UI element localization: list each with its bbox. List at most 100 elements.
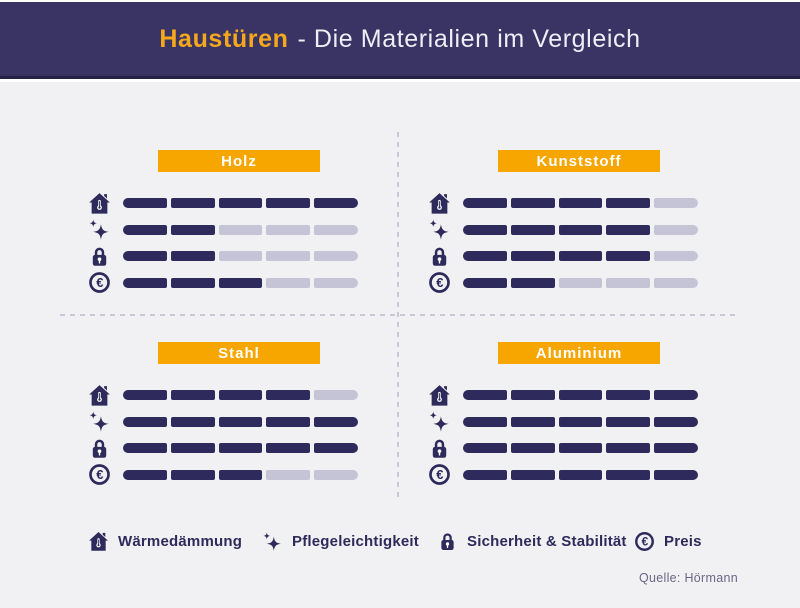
rating-bar-sicherheit [123, 443, 358, 454]
bar-segment [558, 469, 603, 480]
rating-bar-sicherheit [463, 251, 698, 262]
bar-segment [463, 390, 507, 401]
bar-segment [123, 277, 167, 288]
rating-bar-waermedaemmung [463, 198, 698, 209]
page-title: Haustüren - Die Materialien im Vergleich [159, 25, 640, 54]
bar-segment [463, 224, 507, 235]
rating-bar-waermedaemmung [463, 390, 698, 401]
bar-segment [123, 251, 167, 262]
header-banner: Haustüren - Die Materialien im Vergleich [0, 2, 800, 79]
divider-horizontal [60, 314, 738, 316]
bar-segment [558, 198, 603, 209]
rating-bar-pflegeleichtigkeit [463, 224, 698, 235]
rating-rows [88, 190, 360, 296]
rating-bar-preis [123, 469, 358, 480]
rating-bar-pflegeleichtigkeit [123, 416, 358, 427]
rating-row-waermedaemmung [88, 190, 360, 217]
bar-segment [123, 469, 167, 480]
material-label: Aluminium [498, 342, 660, 364]
rating-rows [428, 190, 700, 296]
bar-segment [558, 443, 603, 454]
bar-segment [654, 277, 698, 288]
bar-segment [654, 251, 698, 262]
rating-row-waermedaemmung [428, 382, 700, 409]
bar-segment [218, 251, 263, 262]
legend-label: Pflegeleichtigkeit [292, 532, 419, 550]
bar-segment [123, 390, 167, 401]
bar-segment [314, 224, 358, 235]
rating-row-sicherheit [428, 435, 700, 462]
quadrant-kunststoff: Kunststoff [428, 150, 700, 300]
content-area: Holz Kunststoff Stahl Aluminium Wärmedäm… [0, 82, 800, 608]
legend-item-pflegeleichtigkeit: Pflegeleichtigkeit [262, 528, 419, 554]
rating-row-pflegeleichtigkeit [428, 217, 700, 244]
material-name: Kunststoff [536, 152, 622, 170]
material-name: Stahl [218, 344, 260, 362]
bar-segment [218, 198, 263, 209]
bar-segment [218, 224, 263, 235]
sparkle-icon [428, 218, 451, 241]
material-label: Stahl [158, 342, 320, 364]
lock-icon [437, 531, 458, 552]
bar-segment [510, 277, 555, 288]
lock-icon [428, 245, 451, 268]
rating-bar-waermedaemmung [123, 390, 358, 401]
bar-segment [218, 390, 263, 401]
bar-segment [463, 251, 507, 262]
sparkle-icon [428, 410, 451, 433]
bar-segment [266, 277, 311, 288]
bar-segment [606, 251, 651, 262]
bar-segment [558, 224, 603, 235]
title-rest: - Die Materialien im Vergleich [297, 24, 641, 53]
bar-segment [606, 390, 651, 401]
bar-segment [218, 416, 263, 427]
bar-segment [123, 224, 167, 235]
bar-segment [558, 416, 603, 427]
lock-icon [428, 437, 451, 460]
sparkle-icon [88, 410, 111, 433]
rating-row-sicherheit [428, 243, 700, 270]
bar-segment [606, 469, 651, 480]
bar-segment [266, 224, 311, 235]
bar-segment [463, 198, 507, 209]
bar-segment [558, 251, 603, 262]
bar-segment [123, 198, 167, 209]
lock-icon [88, 437, 111, 460]
house-insulation-icon [428, 192, 451, 215]
legend-item-sicherheit: Sicherheit & Stabilität [437, 528, 627, 554]
rating-rows [428, 382, 700, 488]
bar-segment [170, 469, 215, 480]
bar-segment [266, 390, 311, 401]
bar-segment [606, 224, 651, 235]
bar-segment [266, 198, 311, 209]
bar-segment [266, 443, 311, 454]
bar-segment [314, 251, 358, 262]
euro-icon [634, 531, 655, 552]
bar-segment [170, 224, 215, 235]
rating-bar-preis [463, 469, 698, 480]
bar-segment [170, 416, 215, 427]
material-name: Aluminium [535, 344, 623, 362]
bar-segment [654, 469, 698, 480]
bar-segment [123, 443, 167, 454]
rating-row-waermedaemmung [88, 382, 360, 409]
bar-segment [266, 469, 311, 480]
bar-segment [463, 469, 507, 480]
rating-row-sicherheit [88, 243, 360, 270]
bar-segment [510, 198, 555, 209]
quadrant-holz: Holz [88, 150, 360, 300]
rating-bar-sicherheit [463, 443, 698, 454]
bar-segment [606, 443, 651, 454]
euro-icon [88, 271, 111, 294]
rating-row-preis [428, 270, 700, 297]
bar-segment [170, 251, 215, 262]
rating-row-waermedaemmung [428, 190, 700, 217]
bar-segment [314, 390, 358, 401]
rating-bar-preis [463, 277, 698, 288]
bar-segment [654, 224, 698, 235]
bar-segment [314, 198, 358, 209]
legend-label: Sicherheit & Stabilität [467, 532, 627, 550]
rating-row-sicherheit [88, 435, 360, 462]
bar-segment [170, 277, 215, 288]
